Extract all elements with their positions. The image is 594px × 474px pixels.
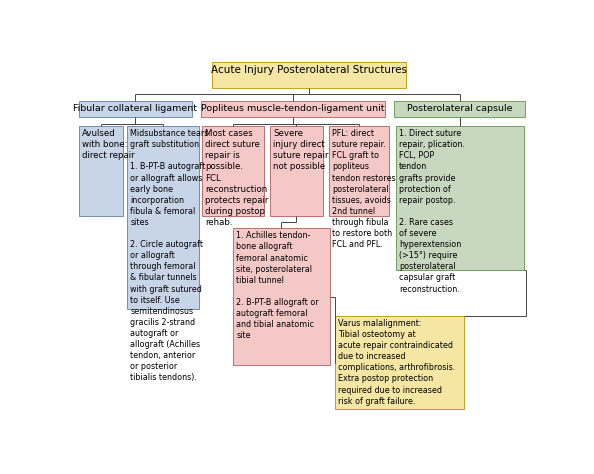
Text: Posterolateral capsule: Posterolateral capsule — [407, 104, 513, 113]
Text: 1. Direct suture
repair, plication.
FCL, POP
tendon
grafts provide
protection of: 1. Direct suture repair, plication. FCL,… — [399, 129, 465, 293]
FancyBboxPatch shape — [202, 126, 264, 216]
FancyBboxPatch shape — [201, 100, 385, 117]
FancyBboxPatch shape — [79, 126, 122, 216]
FancyBboxPatch shape — [213, 63, 406, 88]
Text: Fibular collateral ligament: Fibular collateral ligament — [73, 104, 197, 113]
Text: Midsubstance tears:
graft substitution

1. B-PT-B autograft
or allograft allows
: Midsubstance tears: graft substitution 1… — [131, 129, 211, 383]
Text: Popliteus muscle-tendon-ligament unit: Popliteus muscle-tendon-ligament unit — [201, 104, 385, 113]
Text: Acute Injury Posterolateral Structures: Acute Injury Posterolateral Structures — [211, 65, 407, 75]
Text: Severe
injury direct
suture repair
not possible: Severe injury direct suture repair not p… — [273, 129, 328, 172]
FancyBboxPatch shape — [233, 228, 330, 365]
FancyBboxPatch shape — [396, 126, 523, 270]
FancyBboxPatch shape — [270, 126, 323, 216]
Text: PFL: direct
suture repair.
FCL graft to
popliteus
tendon restores
posterolateral: PFL: direct suture repair. FCL graft to … — [332, 129, 396, 249]
FancyBboxPatch shape — [329, 126, 388, 216]
FancyBboxPatch shape — [335, 316, 464, 409]
FancyBboxPatch shape — [394, 100, 526, 117]
Text: Avulsed
with bone:
direct repair: Avulsed with bone: direct repair — [82, 129, 135, 160]
FancyBboxPatch shape — [79, 100, 192, 117]
FancyBboxPatch shape — [127, 126, 198, 309]
Text: 1. Achilles tendon-
bone allograft
femoral anatomic
site, posterolateral
tibial : 1. Achilles tendon- bone allograft femor… — [236, 231, 319, 340]
Text: Varus malalignment:
Tibial osteotomy at
acute repair contraindicated
due to incr: Varus malalignment: Tibial osteotomy at … — [339, 319, 456, 406]
Text: Most cases
direct suture
repair is
possible.
FCL
reconstruction
protects repair
: Most cases direct suture repair is possi… — [206, 129, 269, 227]
